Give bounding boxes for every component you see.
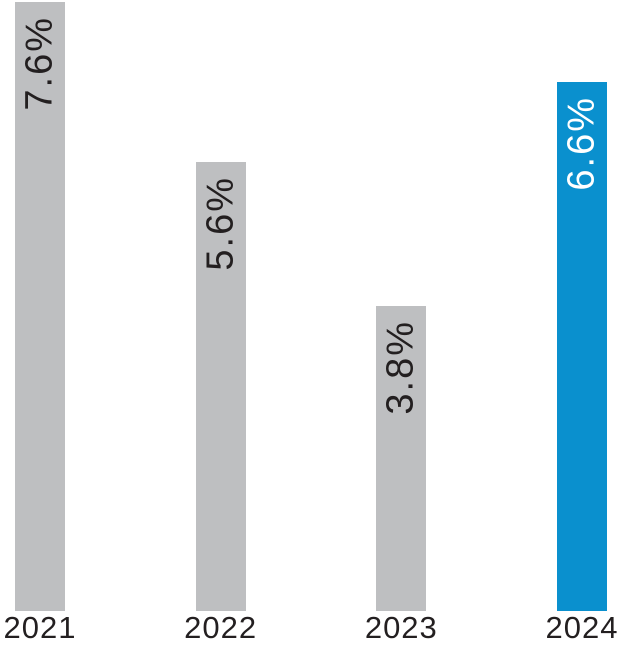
x-axis-label-2023: 2023: [364, 610, 438, 646]
bar-area-2021: 7.6%: [0, 0, 80, 612]
x-axis-label-2024: 2024: [545, 610, 619, 646]
bar-2022: 5.6%: [195, 162, 246, 612]
bar-value-label-2024: 6.6%: [560, 96, 603, 191]
bar-2023: 3.8%: [376, 306, 427, 612]
bar-area-2024: 6.6%: [542, 0, 622, 612]
bar-value-label-2023: 3.8%: [379, 320, 422, 415]
bar-2021: 7.6%: [15, 2, 65, 612]
bar-value-label-2021: 7.6%: [18, 16, 61, 111]
bar-value-label-2022: 5.6%: [199, 176, 242, 271]
x-axis-label-2022: 2022: [184, 610, 258, 646]
bar-area-2022: 5.6%: [181, 0, 261, 612]
bar-column-2021: 7.6% 2021: [0, 0, 80, 648]
x-axis-label-2021: 2021: [3, 610, 77, 646]
bar-area-2023: 3.8%: [361, 0, 441, 612]
bar-column-2024: 6.6% 2024: [542, 0, 622, 648]
bar-column-2022: 5.6% 2022: [181, 0, 261, 648]
bar-2024-highlighted: 6.6%: [556, 82, 607, 612]
bar-column-2023: 3.8% 2023: [361, 0, 441, 648]
